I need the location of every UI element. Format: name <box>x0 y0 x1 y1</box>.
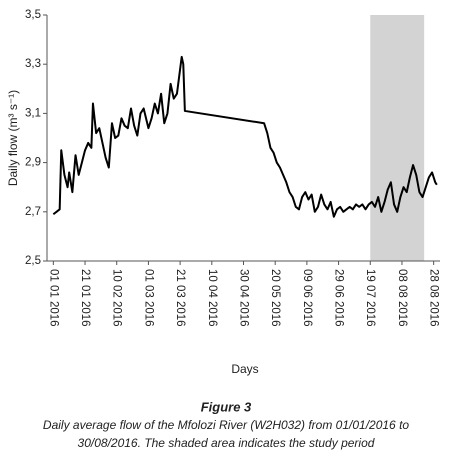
x-tick-label: 01 03 2016 <box>142 269 154 327</box>
x-tick-label: 28 08 2016 <box>428 269 440 327</box>
y-axis-label: Daily flow (m³ s⁻¹) <box>6 90 20 186</box>
y-tick-label: 3,5 <box>25 9 41 21</box>
shaded-period <box>370 15 425 261</box>
y-tick-label: 3,3 <box>25 58 41 70</box>
x-tick-label: 19 07 2016 <box>364 269 376 327</box>
caption: 30/08/2016. The shaded area indicates th… <box>78 436 375 450</box>
x-tick-label: 10 02 2016 <box>111 269 123 327</box>
x-tick-label: 30 04 2016 <box>237 269 249 327</box>
x-tick-label: 21 03 2016 <box>174 269 186 327</box>
x-tick-label: 21 01 2016 <box>79 269 91 327</box>
x-tick-label: 20 05 2016 <box>269 269 281 327</box>
y-tick-label: 2,9 <box>25 157 41 169</box>
x-tick-label: 09 06 2016 <box>301 269 313 327</box>
caption: Daily average flow of the Mfolozi River … <box>43 418 409 432</box>
x-tick-label: 01 01 2016 <box>47 269 59 327</box>
x-axis-label: Days <box>231 362 258 376</box>
x-tick-label: 08 08 2016 <box>396 269 408 327</box>
x-tick-label: 29 06 2016 <box>333 269 345 327</box>
y-tick-label: 2,5 <box>25 255 41 267</box>
caption-title: Figure 3 <box>201 399 252 414</box>
y-tick-label: 2,7 <box>25 206 41 218</box>
x-tick-label: 10 04 2016 <box>206 269 218 327</box>
y-tick-label: 3,1 <box>25 107 41 119</box>
flow-line <box>52 55 438 218</box>
